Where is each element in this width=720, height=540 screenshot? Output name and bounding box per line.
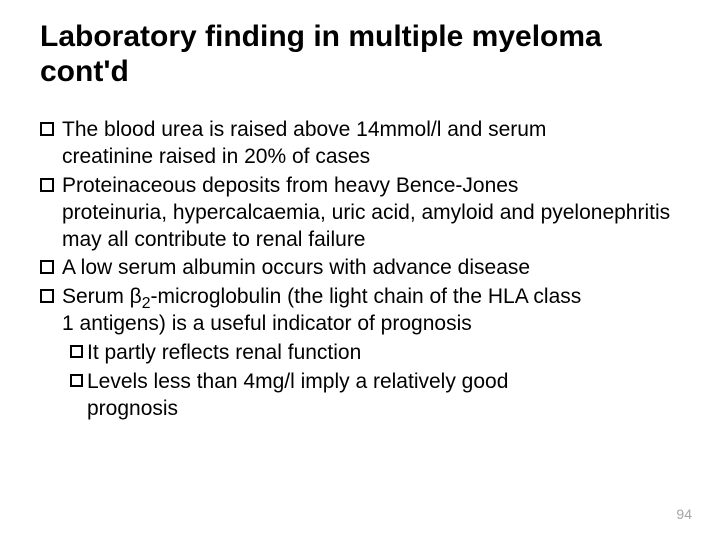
bullet-text: Serum β2-microglobulin (the light chain … <box>62 284 680 338</box>
bullet-item: The blood urea is raised above 14mmol/l … <box>40 117 680 171</box>
slide-content: The blood urea is raised above 14mmol/l … <box>40 117 680 423</box>
slide: Laboratory finding in multiple myeloma c… <box>0 0 720 540</box>
text-line: Levels less than 4mg/l imply a relativel… <box>87 370 508 393</box>
square-bullet-icon <box>40 289 54 303</box>
bullet-text: Proteinaceous deposits from heavy Bence-… <box>62 173 680 254</box>
text-line: The blood urea is raised above 14mmol/l … <box>62 118 546 141</box>
sub-bullet-item: It partly reflects renal function <box>70 340 680 367</box>
bullet-text: The blood urea is raised above 14mmol/l … <box>62 117 680 171</box>
subscript: 2 <box>142 295 151 312</box>
text-line: prognosis <box>87 397 178 420</box>
text-fragment: Serum β <box>62 285 142 308</box>
text-line: proteinuria, hypercalcaemia, uric acid, … <box>62 201 670 251</box>
page-number: 94 <box>676 506 692 522</box>
square-bullet-icon <box>40 178 54 192</box>
text-fragment: -microglobulin (the light chain of the H… <box>151 285 582 308</box>
bullet-text: Levels less than 4mg/l imply a relativel… <box>87 369 680 423</box>
text-line: Proteinaceous deposits from heavy Bence-… <box>62 174 518 197</box>
bullet-item: Serum β2-microglobulin (the light chain … <box>40 284 680 338</box>
square-bullet-icon <box>70 345 83 358</box>
text-line: 1 antigens) is a useful indicator of pro… <box>62 312 472 335</box>
slide-title: Laboratory finding in multiple myeloma c… <box>40 20 680 89</box>
text-line: creatinine raised in 20% of cases <box>62 145 370 168</box>
square-bullet-icon <box>70 374 83 387</box>
bullet-text: A low serum albumin occurs with advance … <box>62 255 680 282</box>
bullet-text: It partly reflects renal function <box>87 340 680 367</box>
square-bullet-icon <box>40 122 54 136</box>
bullet-item: A low serum albumin occurs with advance … <box>40 255 680 282</box>
square-bullet-icon <box>40 260 54 274</box>
bullet-item: Proteinaceous deposits from heavy Bence-… <box>40 173 680 254</box>
sub-bullet-item: Levels less than 4mg/l imply a relativel… <box>70 369 680 423</box>
